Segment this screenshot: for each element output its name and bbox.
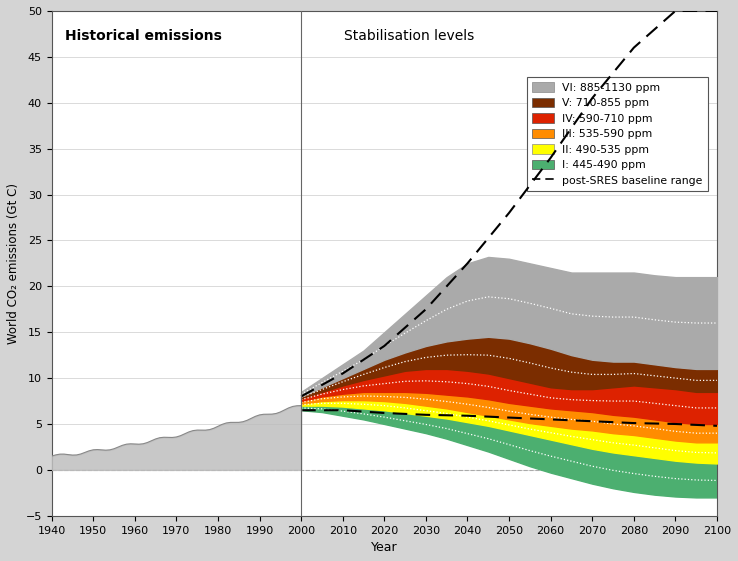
Legend: VI: 885-1130 ppm, V: 710-855 ppm, IV: 590-710 ppm, III: 535-590 ppm, II: 490-535: VI: 885-1130 ppm, V: 710-855 ppm, IV: 59…	[527, 77, 708, 191]
Y-axis label: World CO₂ emissions (Gt C): World CO₂ emissions (Gt C)	[7, 183, 20, 344]
Text: Historical emissions: Historical emissions	[65, 29, 222, 43]
X-axis label: Year: Year	[371, 541, 398, 554]
Text: Stabilisation levels: Stabilisation levels	[345, 29, 475, 43]
